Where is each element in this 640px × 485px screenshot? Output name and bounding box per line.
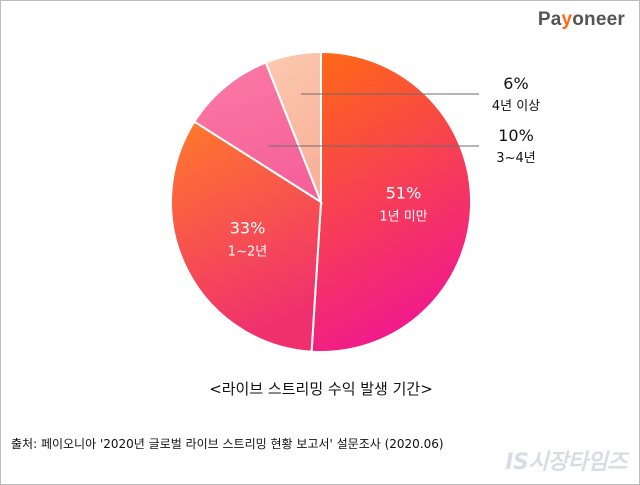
slice-value-label-1: 33% bbox=[230, 219, 266, 238]
slice-category-label-2: 3~4년 bbox=[496, 151, 535, 166]
watermark: IS시장타임즈 bbox=[505, 450, 627, 475]
slice-value-label-3: 6% bbox=[503, 74, 528, 93]
pie-slice-0 bbox=[310, 50, 472, 353]
chart-title: <라이브 스트리밍 수익 발생 기간> bbox=[209, 380, 433, 398]
slice-category-label-0: 1년 미만 bbox=[379, 210, 427, 225]
slice-category-label-3: 4년 이상 bbox=[492, 99, 540, 114]
payoneer-logo: Payoneer bbox=[537, 9, 625, 30]
slice-value-label-2: 10% bbox=[498, 126, 534, 145]
source-note: 출처: 페이오니아 '2020년 글로벌 라이브 스트리밍 현황 보고서' 설문… bbox=[11, 437, 444, 451]
pie-slice-3 bbox=[264, 50, 322, 203]
pie-chart: 51% 1년 미만 33% 1~2년 6% 4년 이상 10% 3~4년 bbox=[170, 50, 540, 353]
slice-category-label-1: 1~2년 bbox=[228, 245, 267, 260]
slice-value-label-0: 51% bbox=[386, 184, 422, 203]
pie-slice-2 bbox=[192, 61, 324, 205]
